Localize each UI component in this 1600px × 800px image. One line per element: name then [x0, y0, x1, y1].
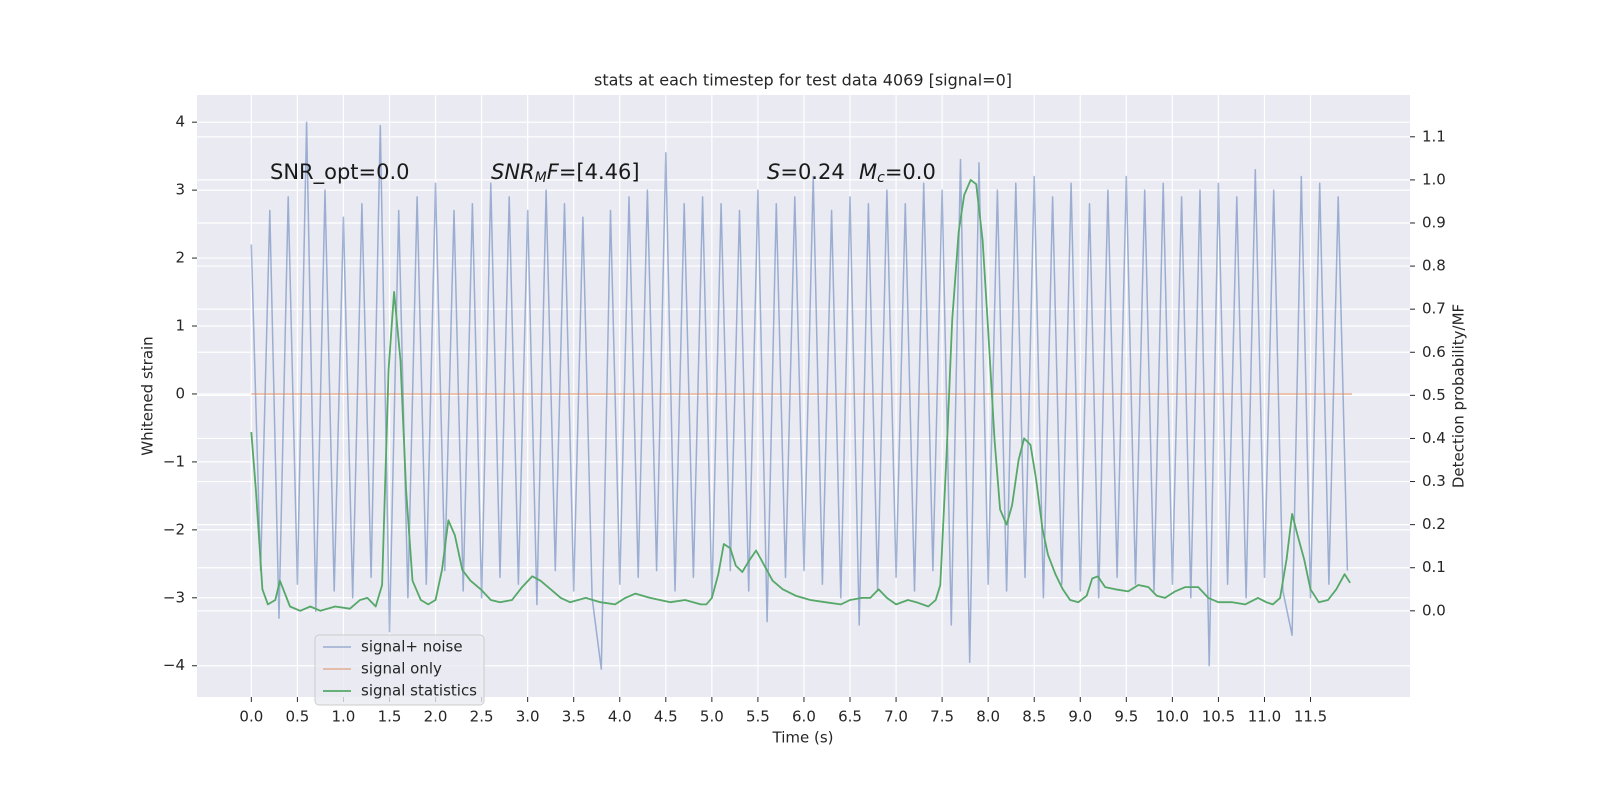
x-tick-label: 4.5: [654, 708, 678, 726]
y2-tick-label: 0.7: [1422, 300, 1446, 318]
y2-tick-label: 0.8: [1422, 257, 1446, 275]
y-tick-label: 1: [175, 317, 185, 335]
marks: [250, 121, 1352, 670]
y2-tick-label: 0.3: [1422, 472, 1446, 490]
y-tick-label: −2: [163, 520, 185, 538]
annotation-part: SNR: [491, 160, 535, 184]
y-axis-label: Whitened strain: [139, 336, 157, 455]
annotation-part: S: [767, 160, 780, 184]
annotation: SNRMF=[4.46]: [491, 160, 640, 186]
y2-axis-label: Detection probability/MF: [1450, 304, 1468, 488]
y2-tick-label: 0.6: [1422, 343, 1446, 361]
y-tick-label: 3: [175, 181, 185, 199]
y2-tick-label: 1.0: [1422, 170, 1446, 188]
x-tick-label: 8.5: [1022, 708, 1046, 726]
x-tick-label: 7.5: [930, 708, 954, 726]
annotation: Mc=0.0: [859, 160, 936, 186]
x-tick-label: 1.0: [332, 708, 356, 726]
annotation-part: M: [535, 170, 547, 186]
x-tick-label: 0.5: [285, 708, 309, 726]
y2-tick-label: 0.0: [1422, 601, 1446, 619]
annotation-part: M: [859, 160, 877, 184]
y-tick-label: −3: [163, 588, 185, 606]
x-tick-label: 11.0: [1248, 708, 1281, 726]
annotation: SNR_opt=0.0: [270, 160, 410, 185]
x-tick-label: 5.5: [746, 708, 770, 726]
x-axis-label: Time (s): [772, 729, 834, 747]
x-tick-label: 9.0: [1068, 708, 1092, 726]
x-tick-label: 11.5: [1294, 708, 1327, 726]
y2-tick-label: 0.1: [1422, 558, 1446, 576]
y-tick-label: −4: [163, 656, 185, 674]
x-tick-label: 8.0: [976, 708, 1000, 726]
annotation-part: =0.24: [780, 160, 844, 184]
legend-label: signal statistics: [361, 682, 477, 700]
annotation-part: SNR_opt=0.0: [270, 160, 410, 185]
y2-tick-label: 0.9: [1422, 213, 1446, 231]
legend: signal+ noise signal only signal statistic…: [314, 634, 485, 706]
y-tick-label: −1: [163, 452, 185, 470]
y-tick-label: 0: [175, 384, 185, 402]
x-tick-label: 6.5: [838, 708, 862, 726]
legend-label: signal only: [361, 660, 442, 678]
x-tick-label: 7.0: [884, 708, 908, 726]
x-tick-label: 5.0: [700, 708, 724, 726]
x-tick-label: 2.0: [424, 708, 448, 726]
annotation-part: =[4.46]: [559, 160, 640, 184]
y2-tick-label: 0.4: [1422, 429, 1446, 447]
annotation: S=0.24: [767, 160, 845, 184]
y2-tick-label: 1.1: [1422, 127, 1446, 145]
axes: 0.0 0.5 1.0 1.5 2.0 2.5 3.0 3.5 4.0 4.5 5.0 5.5 6.0 6…: [163, 113, 1446, 726]
x-tick-label: 6.0: [792, 708, 816, 726]
x-tick-label: 0.0: [239, 708, 263, 726]
y-tick-label: 4: [175, 113, 185, 131]
x-tick-label: 3.0: [516, 708, 540, 726]
x-tick-label: 1.5: [378, 708, 402, 726]
annotation-part: F: [547, 160, 560, 184]
x-tick-label: 2.5: [470, 708, 494, 726]
x-tick-label: 3.5: [562, 708, 586, 726]
x-tick-label: 9.5: [1114, 708, 1138, 726]
y-tick-label: 2: [175, 249, 185, 267]
series-line: [250, 179, 1351, 612]
y2-tick-label: 0.5: [1422, 386, 1446, 404]
x-tick-label: 10.5: [1202, 708, 1235, 726]
annotation-part: c: [877, 170, 885, 186]
legend-label: signal+ noise: [361, 638, 463, 656]
y2-tick-label: 0.2: [1422, 515, 1446, 533]
grid: [197, 95, 1410, 697]
chart-title: stats at each timestep for test data 406…: [594, 71, 1012, 90]
legend-box: [314, 634, 485, 706]
series-line: [250, 121, 1349, 670]
x-tick-label: 10.0: [1156, 708, 1189, 726]
annotation-part: =0.0: [885, 160, 936, 184]
x-tick-label: 4.0: [608, 708, 632, 726]
